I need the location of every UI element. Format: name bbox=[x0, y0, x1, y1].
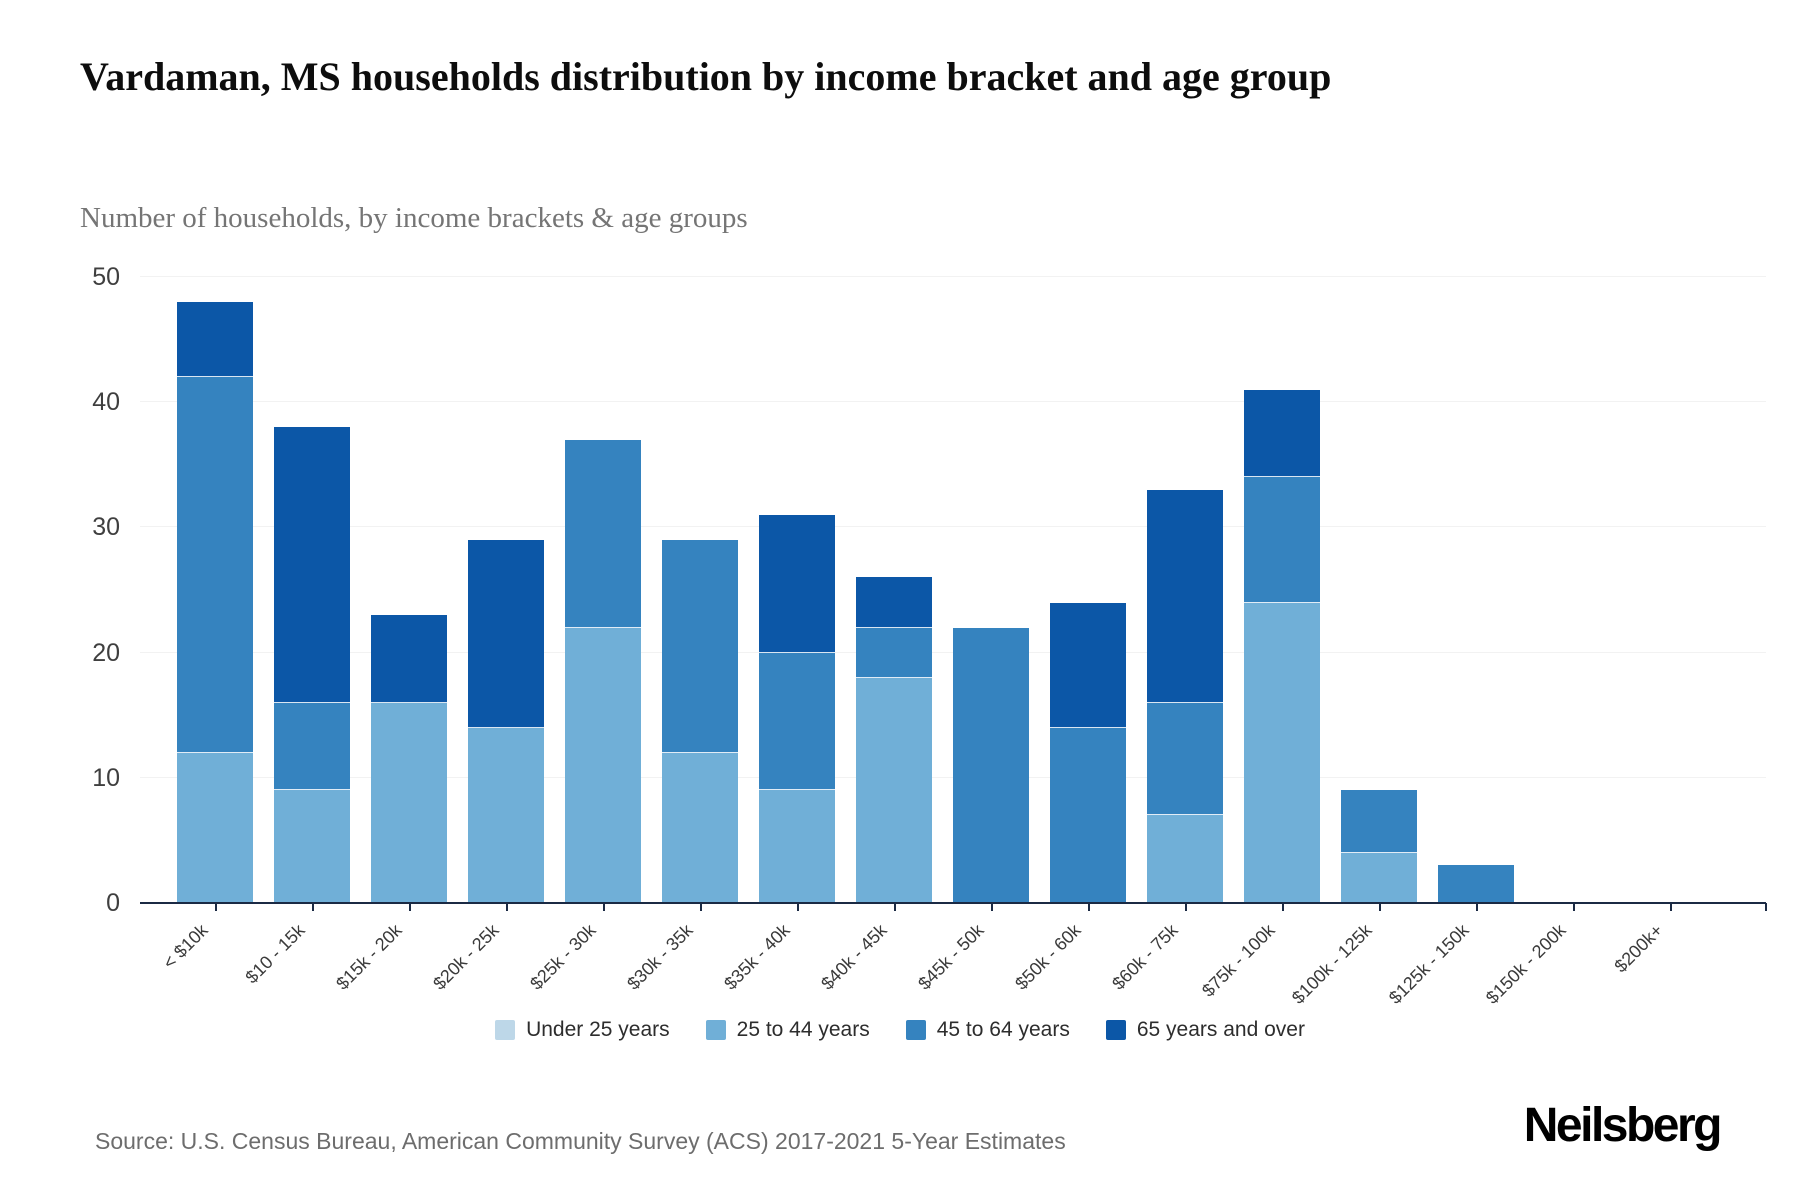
legend-label: 45 to 64 years bbox=[936, 1018, 1070, 1041]
gridline bbox=[140, 276, 1766, 277]
x-axis-label: < $10k bbox=[158, 920, 212, 973]
bar-segment-25-to-44-years bbox=[370, 702, 447, 903]
bar-segment-45-to-64-years bbox=[1340, 790, 1417, 853]
x-axis-tick bbox=[893, 903, 896, 911]
bar-segment-45-to-64-years bbox=[1049, 727, 1126, 903]
bar-segment-25-to-44-years bbox=[1340, 852, 1417, 903]
bar-segment-25-to-44-years bbox=[467, 727, 544, 903]
legend-item: 65 years and over bbox=[1105, 1018, 1305, 1042]
legend-swatch-icon bbox=[1105, 1020, 1126, 1040]
bar-segment-65-years-and-over bbox=[1049, 602, 1126, 728]
bar-segment-25-to-44-years bbox=[176, 752, 253, 903]
bar-segment-25-to-44-years bbox=[661, 752, 738, 903]
x-axis-tick bbox=[990, 903, 993, 911]
bar-segment-45-to-64-years bbox=[1243, 477, 1320, 603]
legend-swatch-icon bbox=[495, 1020, 516, 1040]
x-axis-tick bbox=[796, 903, 799, 911]
legend-item: 25 to 44 years bbox=[705, 1018, 870, 1042]
bar-segment-25-to-44-years bbox=[564, 627, 641, 903]
bar-segment-65-years-and-over bbox=[855, 577, 932, 628]
bar-segment-45-to-64-years bbox=[855, 627, 932, 678]
legend-item: Under 25 years bbox=[495, 1018, 670, 1042]
y-axis-tick-label: 50 bbox=[92, 263, 120, 291]
bar-segment-45-to-64-years bbox=[952, 627, 1029, 903]
bar-segment-45-to-64-years bbox=[1146, 702, 1223, 816]
bar-segment-45-to-64-years bbox=[273, 702, 350, 791]
bar-segment-25-to-44-years bbox=[1146, 815, 1223, 903]
x-axis-label: $125k - 150k bbox=[1384, 920, 1473, 1008]
x-axis-label: $35k - 40k bbox=[719, 920, 794, 994]
bar-segment-65-years-and-over bbox=[1146, 489, 1223, 703]
bar-segment-25-to-44-years bbox=[1243, 602, 1320, 903]
x-axis-label: $200k+ bbox=[1609, 920, 1667, 977]
x-axis-tick bbox=[1087, 903, 1090, 911]
x-axis-line bbox=[140, 902, 1766, 904]
bar-segment-65-years-and-over bbox=[467, 539, 544, 728]
bar-segment-65-years-and-over bbox=[273, 427, 350, 703]
x-axis-tick bbox=[1281, 903, 1284, 911]
x-axis-tick bbox=[1765, 903, 1767, 911]
x-axis-tick bbox=[505, 903, 508, 911]
bar-segment-45-to-64-years bbox=[1437, 865, 1514, 903]
neilsberg-logo: Neilsberg bbox=[1523, 1099, 1723, 1152]
x-axis-tick bbox=[1378, 903, 1381, 911]
y-axis-tick-label: 20 bbox=[92, 638, 120, 667]
x-axis-label: $60k - 75k bbox=[1107, 920, 1182, 994]
x-axis-label: $100k - 125k bbox=[1287, 920, 1376, 1008]
legend-label: 65 years and over bbox=[1136, 1018, 1305, 1041]
y-axis-tick-label: 0 bbox=[106, 889, 120, 917]
bar-segment-65-years-and-over bbox=[1243, 389, 1320, 478]
bar-segment-25-to-44-years bbox=[855, 677, 932, 903]
x-axis-label: $40k - 45k bbox=[816, 920, 891, 994]
y-axis-tick-label: 30 bbox=[92, 513, 120, 542]
bar-segment-65-years-and-over bbox=[176, 302, 253, 378]
legend: Under 25 years 25 to 44 years 45 to 64 yea… bbox=[0, 1018, 1800, 1042]
bar-segment-45-to-64-years bbox=[564, 439, 641, 628]
legend-label: Under 25 years bbox=[526, 1018, 670, 1041]
x-axis-label: $20k - 25k bbox=[428, 920, 503, 994]
x-axis-label: $50k - 60k bbox=[1010, 920, 1085, 994]
x-axis-tick bbox=[311, 903, 314, 911]
x-axis-label: $25k - 30k bbox=[525, 920, 600, 994]
x-axis-label: $45k - 50k bbox=[913, 920, 988, 994]
x-axis-tick bbox=[1184, 903, 1187, 911]
x-axis-tick bbox=[602, 903, 605, 911]
bar-segment-45-to-64-years bbox=[758, 652, 835, 791]
bar-segment-25-to-44-years bbox=[758, 790, 835, 903]
legend-swatch-icon bbox=[905, 1020, 926, 1040]
legend-item: 45 to 64 years bbox=[905, 1018, 1070, 1042]
x-axis-tick bbox=[699, 903, 702, 911]
x-axis-label: $10 - 15k bbox=[240, 920, 309, 988]
chart-subtitle: Number of households, by income brackets… bbox=[80, 202, 748, 234]
x-axis-label: $30k - 35k bbox=[622, 920, 697, 994]
y-axis-tick-label: 40 bbox=[92, 388, 120, 417]
x-axis-tick bbox=[1572, 903, 1575, 911]
x-axis-label: $150k - 200k bbox=[1481, 920, 1570, 1008]
plot-area: 0 10 20 30 40 50 < $10k $10 - 15k $15k - 20k $20k… bbox=[92, 263, 1767, 1008]
chart-title: Vardaman, MS households distribution by … bbox=[80, 54, 1332, 99]
gridline bbox=[140, 526, 1766, 528]
legend-swatch-icon bbox=[705, 1020, 726, 1040]
x-axis-tick bbox=[1669, 903, 1672, 911]
y-axis-tick-label: 10 bbox=[92, 763, 120, 792]
gridline bbox=[140, 401, 1766, 403]
bar-segment-45-to-64-years bbox=[661, 539, 738, 753]
x-axis-tick bbox=[214, 903, 217, 911]
x-axis-label: $15k - 20k bbox=[331, 920, 406, 994]
x-axis-tick bbox=[1475, 903, 1478, 911]
bar-segment-25-to-44-years bbox=[273, 790, 350, 903]
legend-label: 25 to 44 years bbox=[736, 1018, 870, 1041]
x-axis-label: $75k - 100k bbox=[1197, 920, 1279, 1001]
bar-segment-65-years-and-over bbox=[758, 514, 835, 653]
bar-segment-65-years-and-over bbox=[370, 615, 447, 703]
x-axis-tick bbox=[408, 903, 411, 911]
bar-segment-45-to-64-years bbox=[176, 377, 253, 753]
source-note: Source: U.S. Census Bureau, American Com… bbox=[95, 1128, 1066, 1154]
